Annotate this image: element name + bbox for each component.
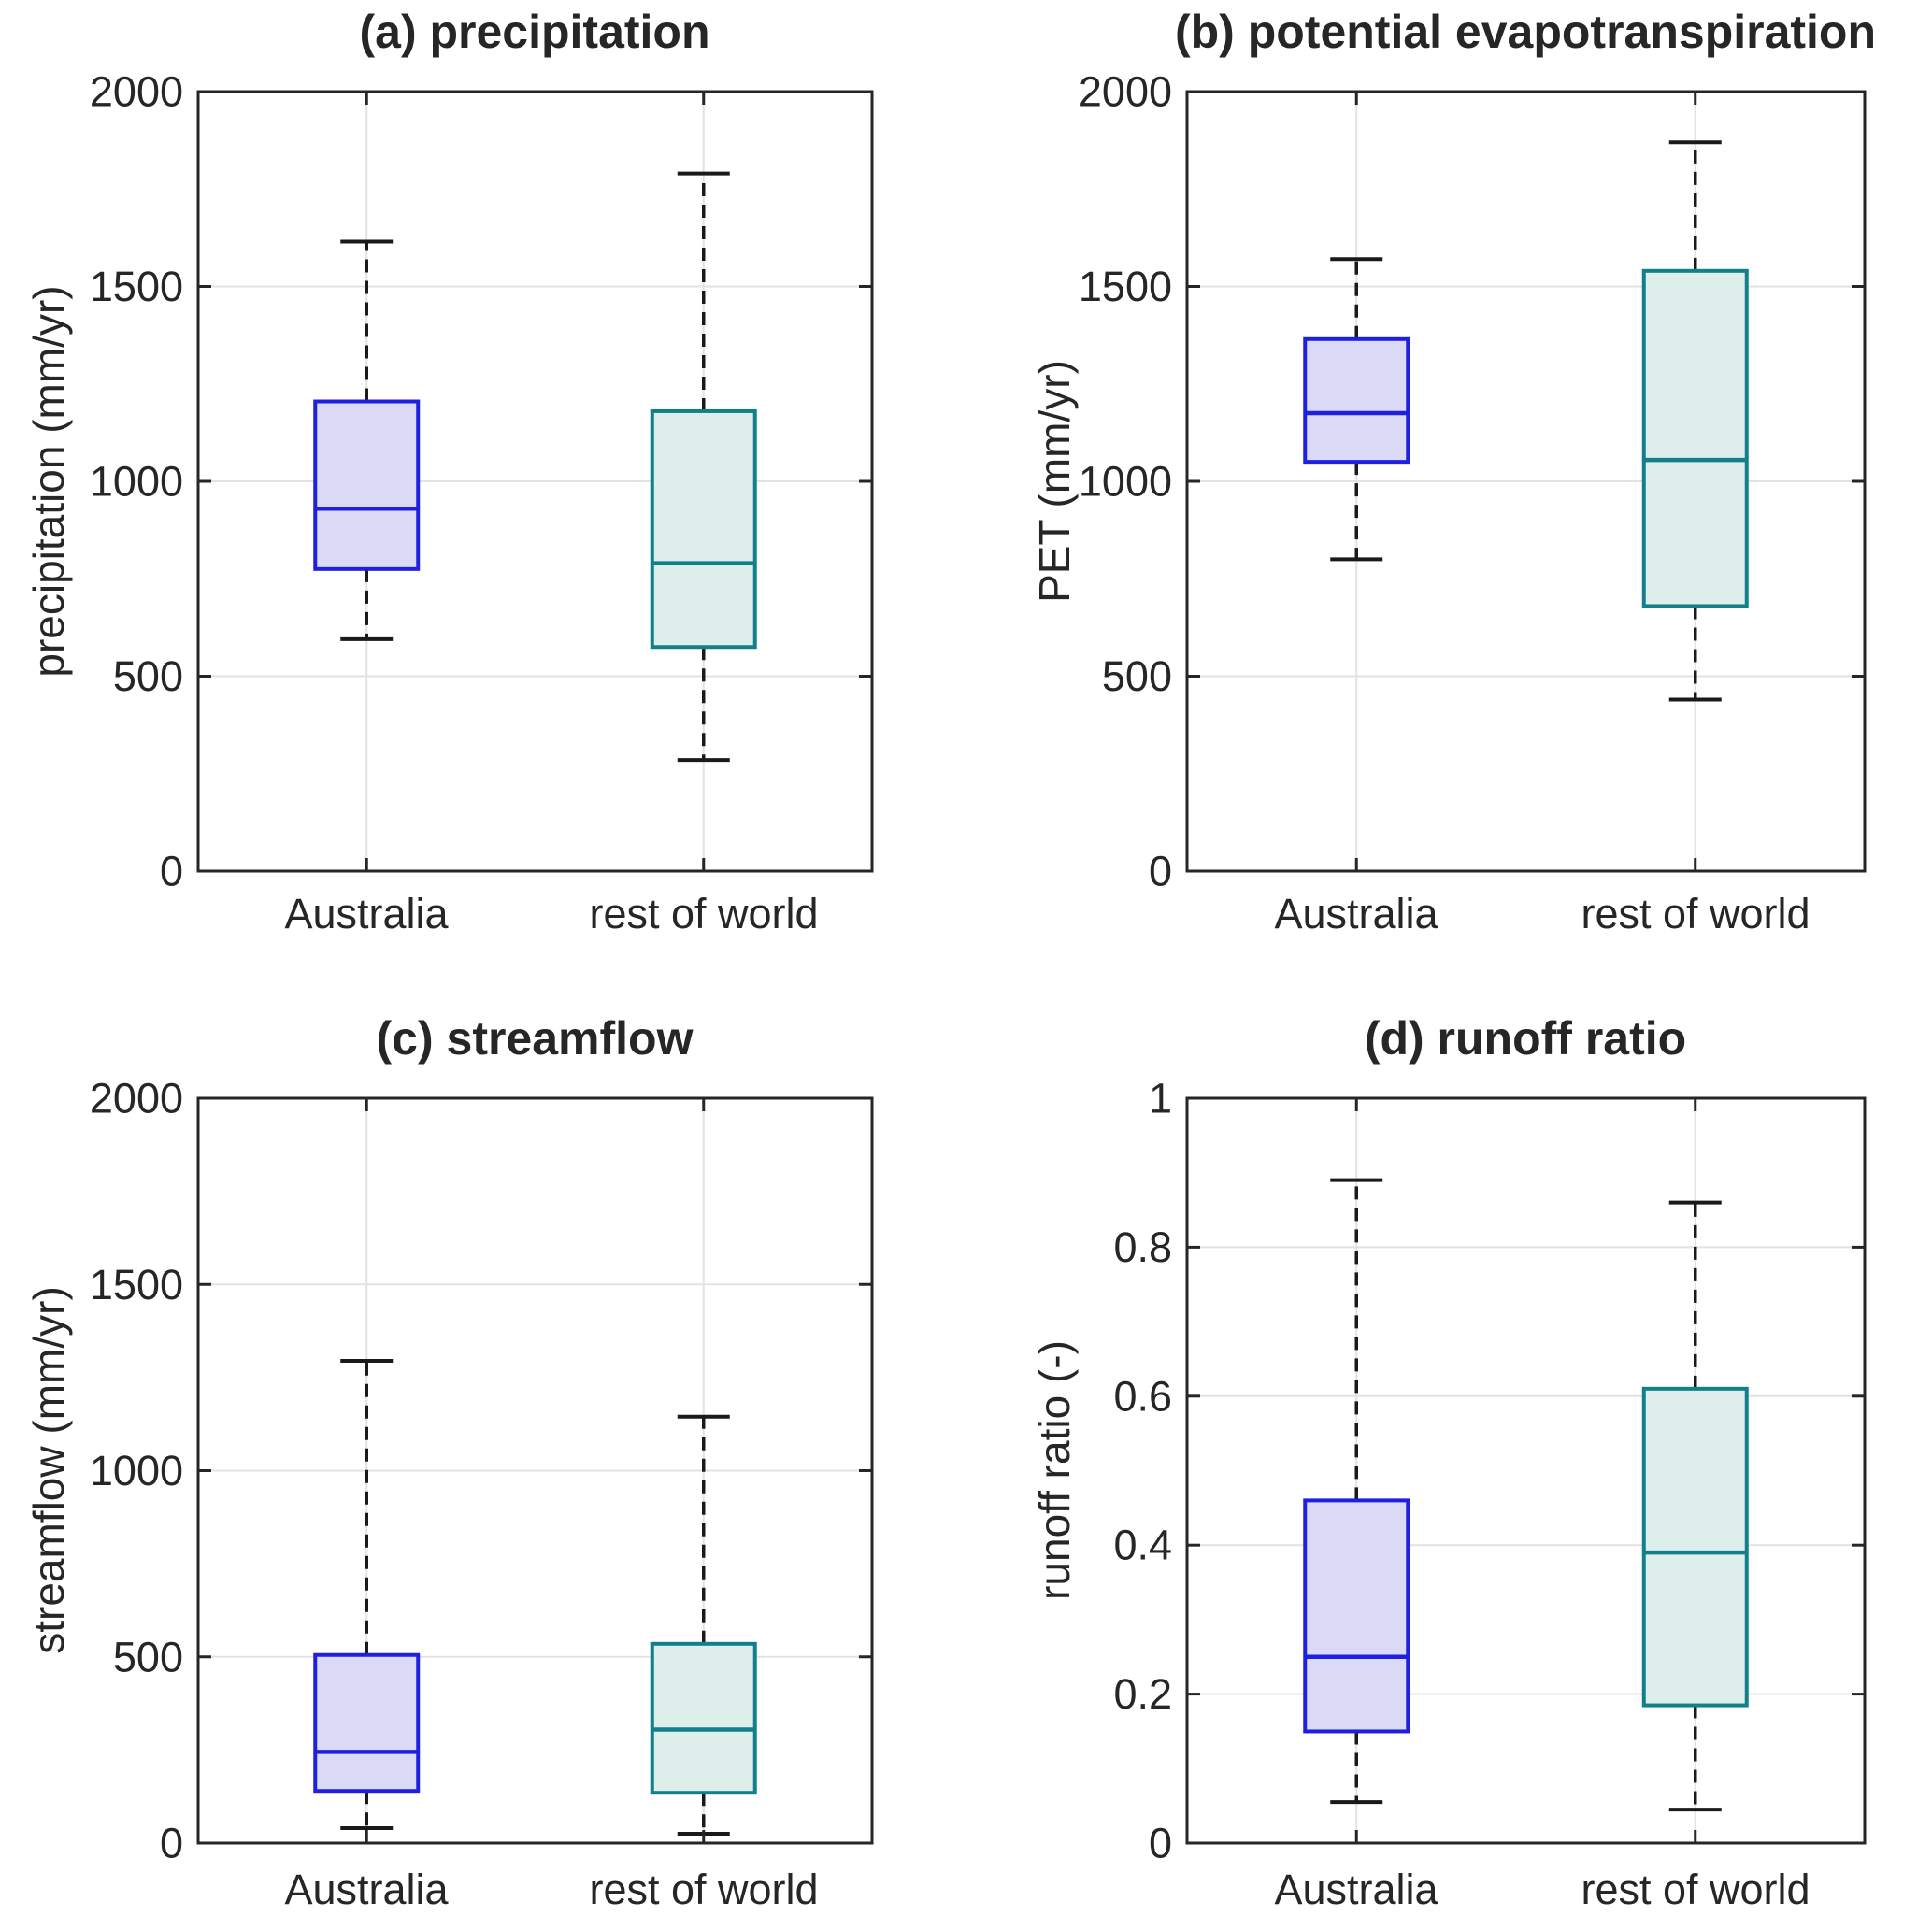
panel-a-y-axis-label: precipitation (mm/yr): [24, 285, 73, 678]
panel-d-y-axis-label: runoff ratio (-): [1030, 1340, 1079, 1600]
panel-b-title: (b) potential evapotranspiration: [1174, 6, 1877, 58]
iqr-box-rest-of-world: [650, 1641, 757, 1795]
panel-a-title: (a) precipitation: [359, 6, 710, 58]
panel-c-category-rest-of-world: rest of world: [589, 1866, 819, 1913]
panel-d-category-australia: Australia: [1274, 1866, 1438, 1913]
y-tick-label: 1: [1149, 1075, 1172, 1122]
iqr-box-rest-of-world: [1641, 1386, 1749, 1708]
panel-b-category-rest-of-world: rest of world: [1581, 890, 1810, 937]
y-tick-label: 2000: [1079, 68, 1172, 116]
y-tick-label: 500: [113, 652, 183, 700]
y-tick-label: 0: [160, 848, 183, 895]
panel-d-title: (d) runoff ratio: [1364, 1012, 1687, 1065]
iqr-box-Australia: [1303, 1498, 1410, 1734]
y-tick-label: 0: [1149, 1820, 1172, 1867]
panel-c-y-axis-label: streamflow (mm/yr): [24, 1286, 73, 1654]
iqr-box-rest-of-world: [650, 408, 757, 650]
iqr-box-Australia: [1303, 336, 1410, 465]
y-tick-label: 0.6: [1113, 1372, 1172, 1420]
panel-a-category-rest-of-world: rest of world: [589, 890, 819, 937]
y-tick-label: 500: [1102, 652, 1172, 700]
y-tick-label: 1500: [1079, 263, 1172, 310]
y-tick-label: 1000: [90, 1447, 183, 1494]
panel-b-category-australia: Australia: [1274, 890, 1438, 937]
panel-a-category-australia: Australia: [284, 890, 449, 937]
y-tick-label: 1500: [90, 1261, 183, 1308]
iqr-box-rest-of-world: [1641, 268, 1749, 608]
panel-b-y-axis-label: PET (mm/yr): [1030, 360, 1079, 603]
y-tick-label: 0.4: [1113, 1522, 1172, 1569]
y-tick-label: 1000: [1079, 458, 1172, 506]
y-tick-label: 2000: [90, 1075, 183, 1122]
y-tick-label: 2000: [90, 68, 183, 116]
panel-c-category-australia: Australia: [284, 1866, 449, 1913]
y-tick-label: 0.8: [1113, 1223, 1172, 1271]
y-tick-label: 500: [113, 1633, 183, 1680]
axes-frame: [1185, 1096, 1867, 1845]
y-tick-label: 1500: [90, 263, 183, 310]
y-tick-label: 1000: [90, 458, 183, 506]
y-tick-label: 0: [160, 1820, 183, 1867]
y-tick-label: 0.2: [1113, 1670, 1172, 1718]
iqr-box-Australia: [313, 1652, 421, 1794]
panel-c-title: (c) streamflow: [376, 1012, 694, 1065]
panel-d-category-rest-of-world: rest of world: [1581, 1866, 1810, 1913]
y-tick-label: 0: [1149, 848, 1172, 895]
iqr-box-Australia: [313, 399, 421, 571]
